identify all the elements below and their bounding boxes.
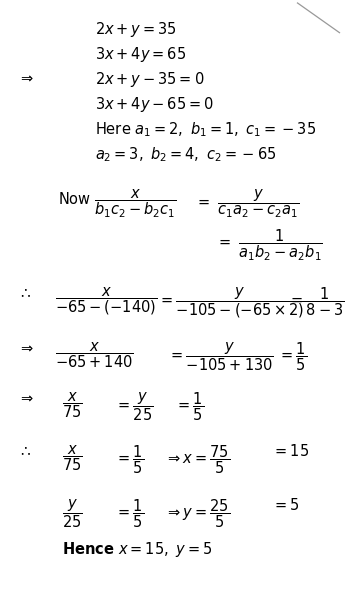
Text: Here $a_1 = 2,\ b_1 = 1,\ c_1 = -35$: Here $a_1 = 2,\ b_1 = 1,\ c_1 = -35$ bbox=[95, 120, 316, 139]
Text: $\therefore$: $\therefore$ bbox=[18, 285, 32, 300]
Text: $= \dfrac{1}{5}$: $= \dfrac{1}{5}$ bbox=[115, 497, 144, 530]
Text: Hence $x = 15,\ y = 5$: Hence $x = 15,\ y = 5$ bbox=[62, 540, 212, 559]
Text: $\dfrac{x}{-65-(-140)}$: $\dfrac{x}{-65-(-140)}$ bbox=[55, 285, 158, 317]
Text: $3x + 4y = 65$: $3x + 4y = 65$ bbox=[95, 45, 186, 64]
Text: $\Rightarrow x = \dfrac{75}{5}$: $\Rightarrow x = \dfrac{75}{5}$ bbox=[165, 443, 230, 476]
Text: $\Rightarrow y = \dfrac{25}{5}$: $\Rightarrow y = \dfrac{25}{5}$ bbox=[165, 497, 230, 530]
Text: $\Rightarrow$: $\Rightarrow$ bbox=[18, 70, 34, 85]
Text: $= \dfrac{y}{25}$: $= \dfrac{y}{25}$ bbox=[115, 390, 154, 422]
Text: Now $\dfrac{x}{b_1c_2 - b_2c_1}$: Now $\dfrac{x}{b_1c_2 - b_2c_1}$ bbox=[58, 188, 177, 220]
Text: $= \dfrac{1}{5}$: $= \dfrac{1}{5}$ bbox=[175, 390, 204, 422]
Text: $= 5$: $= 5$ bbox=[272, 497, 300, 513]
Text: $\Rightarrow$: $\Rightarrow$ bbox=[18, 390, 34, 405]
Text: $= \dfrac{1}{5}$: $= \dfrac{1}{5}$ bbox=[278, 340, 307, 372]
Text: $= 15$: $= 15$ bbox=[272, 443, 309, 459]
Text: $\dfrac{x}{75}$: $\dfrac{x}{75}$ bbox=[62, 443, 83, 473]
Text: $\therefore$: $\therefore$ bbox=[18, 443, 32, 458]
Text: $= \ \dfrac{y}{c_1a_2 - c_2a_1}$: $= \ \dfrac{y}{c_1a_2 - c_2a_1}$ bbox=[195, 188, 300, 220]
Text: $\dfrac{x}{75}$: $\dfrac{x}{75}$ bbox=[62, 390, 83, 419]
Text: $= \dfrac{1}{5}$: $= \dfrac{1}{5}$ bbox=[115, 443, 144, 476]
Text: $2x + y = 35$: $2x + y = 35$ bbox=[95, 20, 177, 39]
Text: $\Rightarrow$: $\Rightarrow$ bbox=[18, 340, 34, 355]
Text: $= \dfrac{y}{-105+130}$: $= \dfrac{y}{-105+130}$ bbox=[168, 340, 274, 372]
Text: $a_2 = 3,\ b_2 = 4,\ c_2 = -65$: $a_2 = 3,\ b_2 = 4,\ c_2 = -65$ bbox=[95, 145, 276, 164]
Text: $= \dfrac{y}{-105-(-65\times 2)}$: $= \dfrac{y}{-105-(-65\times 2)}$ bbox=[158, 285, 306, 320]
Text: $= \ \dfrac{1}{a_1b_2 - a_2b_1}$: $= \ \dfrac{1}{a_1b_2 - a_2b_1}$ bbox=[216, 228, 323, 263]
Text: $\dfrac{y}{25}$: $\dfrac{y}{25}$ bbox=[62, 497, 83, 530]
Text: $\dfrac{x}{-65+140}$: $\dfrac{x}{-65+140}$ bbox=[55, 340, 134, 369]
Text: $3x + 4y - 65 = 0$: $3x + 4y - 65 = 0$ bbox=[95, 95, 214, 114]
Text: $2x + y - 35 = 0$: $2x + y - 35 = 0$ bbox=[95, 70, 204, 89]
Text: $= \dfrac{1}{8-3}$: $= \dfrac{1}{8-3}$ bbox=[288, 285, 344, 318]
